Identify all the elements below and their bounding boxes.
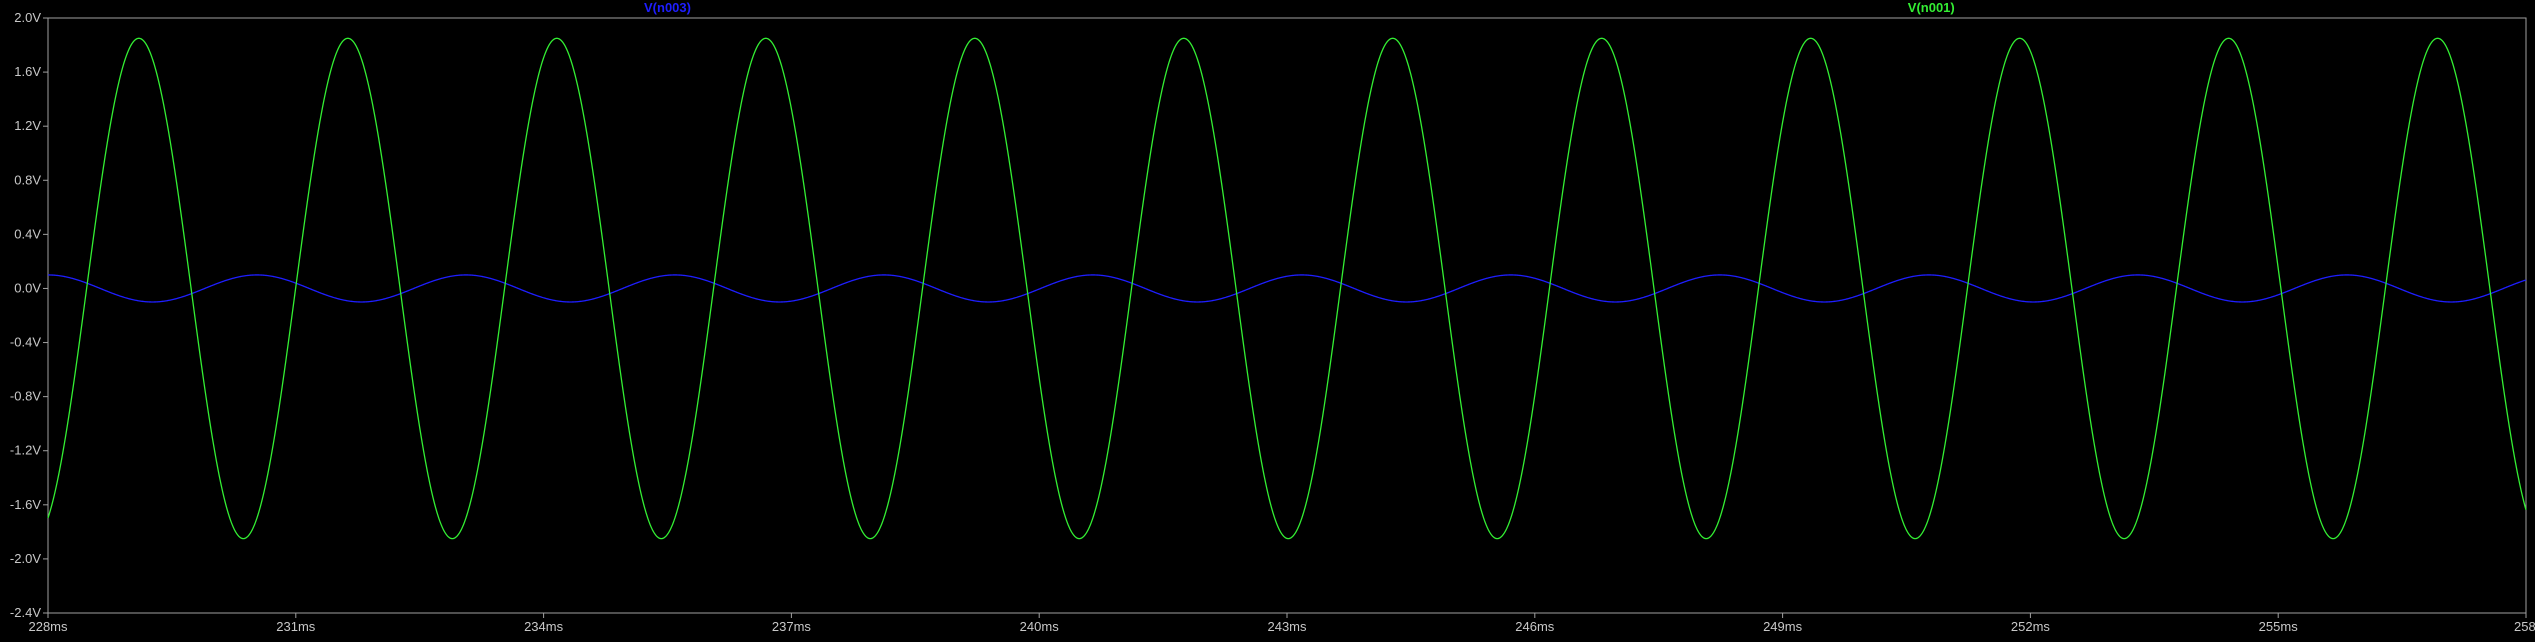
- y-tick-label: 0.8V: [14, 172, 41, 187]
- x-tick-label: 249ms: [1763, 619, 1803, 634]
- y-tick-label: -0.4V: [10, 335, 41, 350]
- series-line-v-n001[interactable]: [47, 37, 2527, 540]
- x-tick-label: 258m: [2514, 619, 2535, 634]
- y-tick-label: 0.4V: [14, 226, 41, 241]
- x-tick-label: 255ms: [2259, 619, 2299, 634]
- legend-label-v-n003[interactable]: V(n003): [644, 0, 691, 15]
- y-tick-label: 2.0V: [14, 10, 41, 25]
- y-tick-label: -2.4V: [10, 605, 41, 620]
- y-tick-label: -1.2V: [10, 443, 41, 458]
- plot-frame: [47, 17, 2527, 614]
- x-tick-label: 231ms: [276, 619, 316, 634]
- series-line-v-n003[interactable]: [47, 274, 2527, 303]
- x-tick-label: 243ms: [1267, 619, 1307, 634]
- x-tick-label: 234ms: [524, 619, 564, 634]
- y-tick-label: 0.0V: [14, 280, 41, 295]
- x-tick-label: 228ms: [28, 619, 68, 634]
- y-tick-label: -1.6V: [10, 497, 41, 512]
- y-tick-label: 1.2V: [14, 118, 41, 133]
- y-tick-label: 1.6V: [14, 64, 41, 79]
- y-tick-label: -0.8V: [10, 389, 41, 404]
- x-tick-label: 237ms: [772, 619, 812, 634]
- x-tick-label: 246ms: [1515, 619, 1555, 634]
- y-tick-label: -2.0V: [10, 551, 41, 566]
- x-tick-label: 240ms: [1020, 619, 1060, 634]
- legend-label-v-n001[interactable]: V(n001): [1908, 0, 1955, 15]
- x-tick-label: 252ms: [2011, 619, 2051, 634]
